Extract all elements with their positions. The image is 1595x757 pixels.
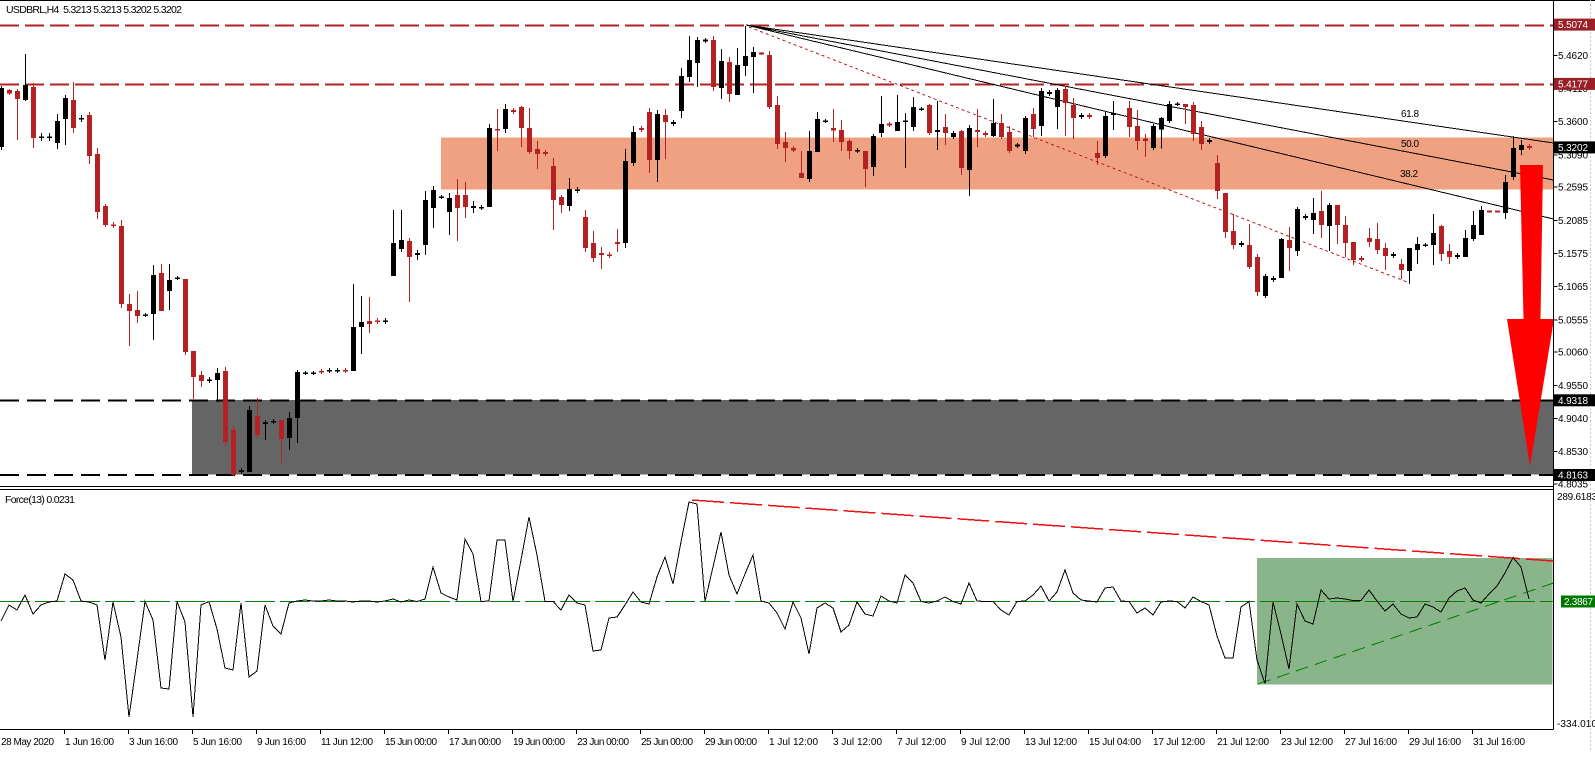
svg-text:5.2595: 5.2595 — [1558, 183, 1588, 194]
svg-text:17 Jun 00:00: 17 Jun 00:00 — [449, 737, 501, 748]
svg-text:5.1575: 5.1575 — [1558, 249, 1588, 260]
svg-text:1 Jun 16:00: 1 Jun 16:00 — [65, 737, 114, 748]
svg-text:4.8163: 4.8163 — [1558, 471, 1588, 482]
svg-text:21 Jul 12:00: 21 Jul 12:00 — [1217, 737, 1269, 748]
svg-text:31 Jul 16:00: 31 Jul 16:00 — [1473, 737, 1525, 748]
svg-text:5.5074: 5.5074 — [1558, 20, 1588, 31]
svg-text:5.1065: 5.1065 — [1558, 282, 1588, 293]
svg-text:38.2: 38.2 — [1400, 169, 1418, 180]
svg-text:USDBRL,H4 5.3213 5.3213 5.320: USDBRL,H4 5.3213 5.3213 5.3202 5.3202 — [6, 4, 182, 16]
svg-text:5.3600: 5.3600 — [1558, 117, 1588, 128]
svg-text:3 Jul 12:00: 3 Jul 12:00 — [833, 737, 882, 748]
svg-text:29 Jul 16:00: 29 Jul 16:00 — [1409, 737, 1461, 748]
svg-text:17 Jul 12:00: 17 Jul 12:00 — [1153, 737, 1205, 748]
svg-text:4.8035: 4.8035 — [1558, 479, 1588, 490]
svg-text:61.8: 61.8 — [1401, 109, 1419, 120]
svg-text:5.3090: 5.3090 — [1558, 150, 1588, 161]
svg-text:28 May 2020: 28 May 2020 — [1, 737, 54, 748]
svg-text:4.9550: 4.9550 — [1558, 381, 1588, 392]
svg-text:9 Jul 12:00: 9 Jul 12:00 — [961, 737, 1010, 748]
svg-text:-334.010: -334.010 — [1557, 719, 1595, 730]
svg-text:289.6183: 289.6183 — [1557, 492, 1595, 503]
svg-text:1 Jul 12:00: 1 Jul 12:00 — [769, 737, 818, 748]
svg-text:5.4177: 5.4177 — [1558, 79, 1588, 90]
svg-text:11 Jun 12:00: 11 Jun 12:00 — [321, 737, 373, 748]
svg-text:15 Jun 00:00: 15 Jun 00:00 — [385, 737, 437, 748]
svg-text:4.9040: 4.9040 — [1558, 414, 1588, 425]
svg-text:5.2085: 5.2085 — [1558, 216, 1588, 227]
svg-text:5.0060: 5.0060 — [1558, 348, 1588, 359]
svg-text:Force(13) 0.0231: Force(13) 0.0231 — [5, 494, 75, 506]
svg-text:5 Jun 16:00: 5 Jun 16:00 — [193, 737, 242, 748]
svg-text:23 Jul 12:00: 23 Jul 12:00 — [1281, 737, 1333, 748]
svg-text:7 Jul 12:00: 7 Jul 12:00 — [897, 737, 946, 748]
svg-text:4.8530: 4.8530 — [1558, 447, 1588, 458]
svg-text:29 Jun 00:00: 29 Jun 00:00 — [705, 737, 757, 748]
svg-text:5.3202: 5.3202 — [1558, 143, 1588, 154]
svg-text:3 Jun 16:00: 3 Jun 16:00 — [129, 737, 178, 748]
svg-text:25 Jun 00:00: 25 Jun 00:00 — [641, 737, 693, 748]
svg-text:19 Jun 00:00: 19 Jun 00:00 — [513, 737, 565, 748]
svg-text:4.9318: 4.9318 — [1558, 396, 1588, 407]
svg-text:50.0: 50.0 — [1401, 139, 1419, 150]
svg-text:15 Jul 04:00: 15 Jul 04:00 — [1089, 737, 1141, 748]
svg-text:27 Jul 16:00: 27 Jul 16:00 — [1345, 737, 1397, 748]
svg-text:23 Jun 00:00: 23 Jun 00:00 — [577, 737, 629, 748]
svg-text:9 Jun 16:00: 9 Jun 16:00 — [257, 737, 306, 748]
svg-text:13 Jul 12:00: 13 Jul 12:00 — [1025, 737, 1077, 748]
svg-text:5.0555: 5.0555 — [1558, 315, 1588, 326]
svg-text:5.4620: 5.4620 — [1558, 51, 1588, 62]
svg-text:2.3867: 2.3867 — [1564, 597, 1593, 608]
